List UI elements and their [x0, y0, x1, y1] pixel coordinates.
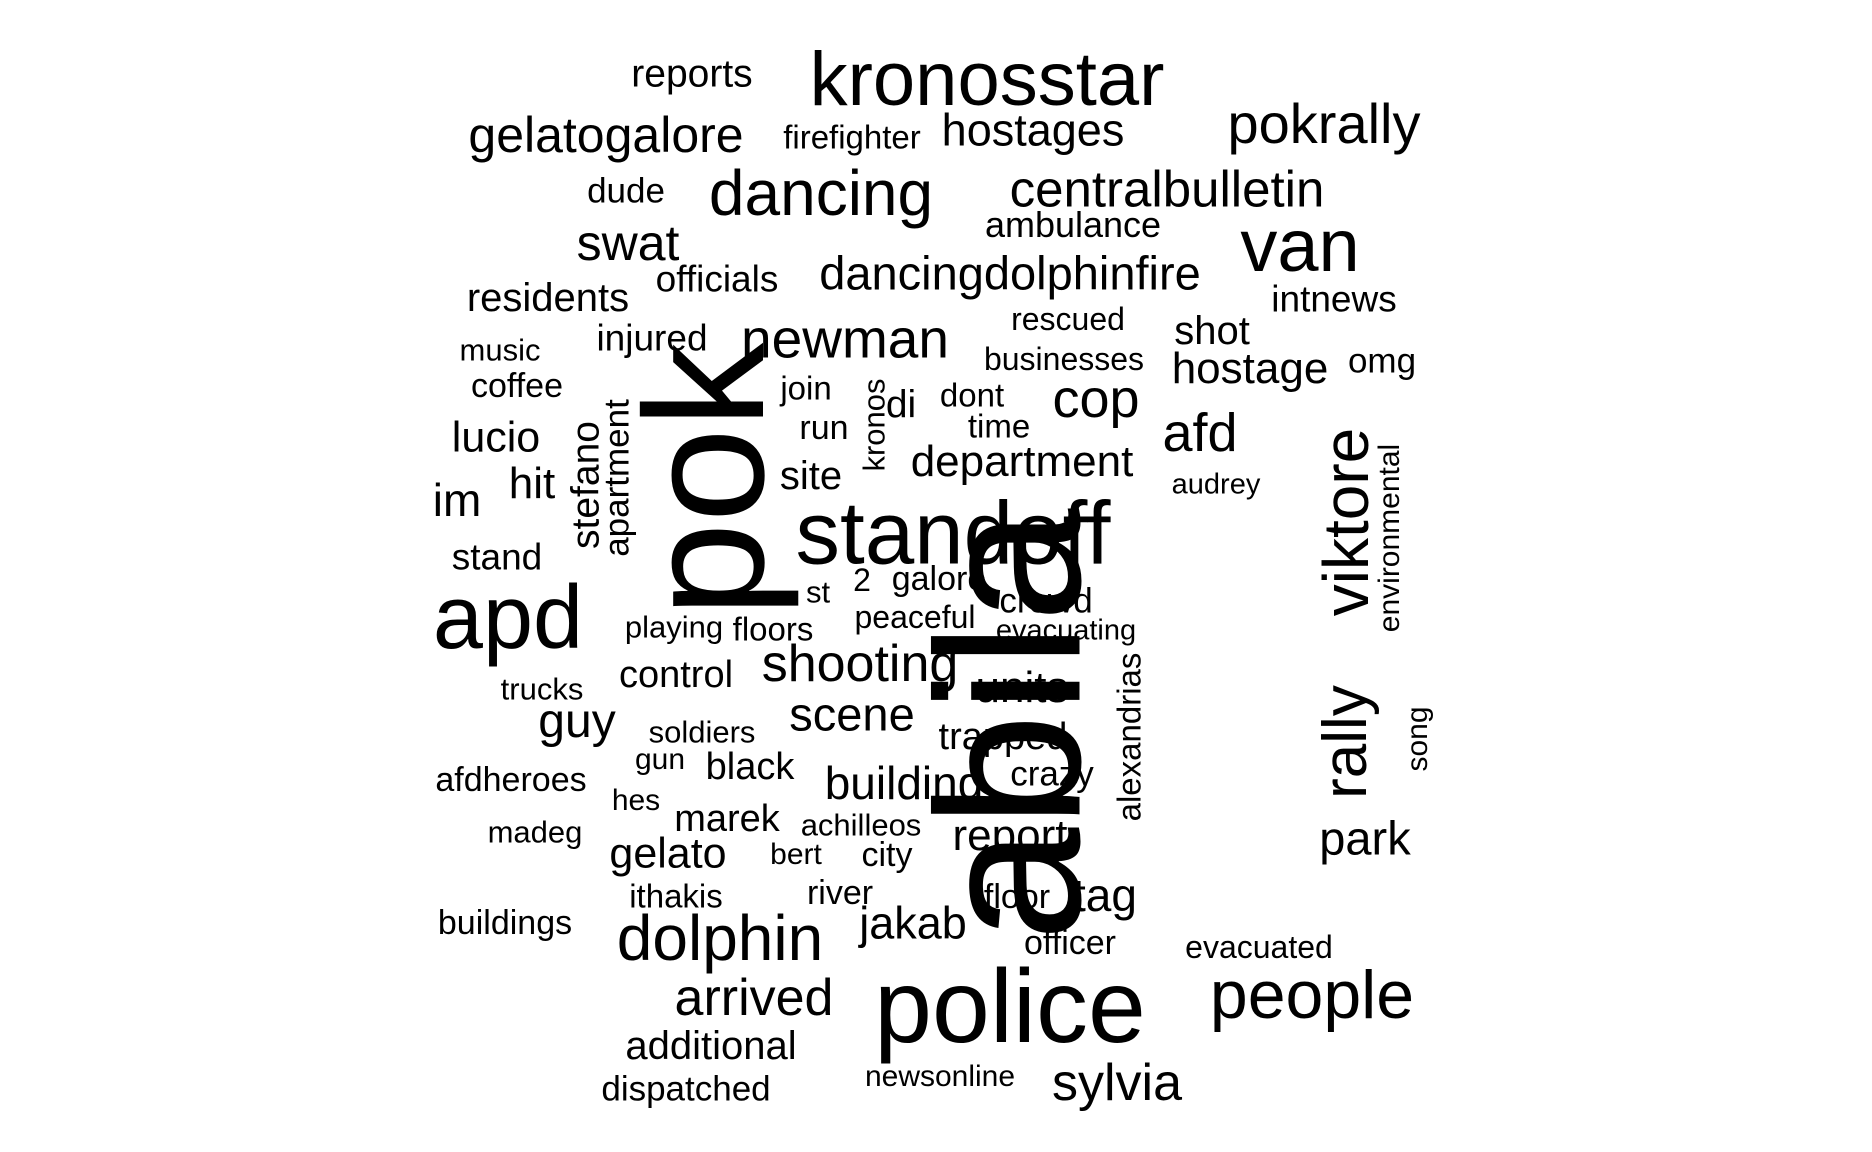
word-ithakis: ithakis [629, 877, 723, 915]
word-im: im [432, 474, 482, 526]
word-trapped: trapped [938, 716, 1068, 758]
word-van: van [1240, 204, 1360, 287]
word-standoff: standoff [795, 482, 1111, 583]
word-afdheroes: afdheroes [435, 761, 587, 799]
word-hes: hes [611, 784, 661, 817]
word-madeg: madeg [487, 814, 583, 850]
word-ambulance: ambulance [984, 204, 1162, 245]
word-people: people [1209, 957, 1415, 1033]
word-join: join [780, 369, 832, 407]
word-additional: additional [625, 1024, 797, 1068]
word-centralbulletin: centralbulletin [1009, 160, 1325, 218]
word-evacuated: evacuated [1185, 929, 1333, 965]
word-marek: marek [674, 798, 780, 840]
word-buildings: buildings [437, 904, 573, 942]
word-pokrally: pokrally [1227, 92, 1421, 155]
word-run: run [799, 409, 849, 447]
word-song: song [1401, 706, 1434, 772]
word-viktore: viktore [1310, 427, 1382, 617]
word-newsonline: newsonline [864, 1060, 1016, 1093]
word-residents: residents [466, 276, 630, 320]
word-st: st [805, 574, 831, 610]
word-scene: scene [789, 687, 915, 741]
word-achilleos: achilleos [800, 807, 922, 843]
word-crazy: crazy [1010, 754, 1094, 794]
word-building: building [824, 757, 984, 809]
word-officer: officer [1024, 924, 1116, 962]
word-newman: newman [741, 307, 949, 370]
word-floor: floor [983, 878, 1051, 916]
word-kronosstar: kronosstar [809, 37, 1165, 122]
word-soldiers: soldiers [648, 714, 756, 750]
word-reports: reports [631, 52, 753, 96]
word-site: site [779, 454, 843, 498]
word-bert: bert [770, 838, 822, 871]
word-river: river [806, 874, 874, 912]
word-park: park [1319, 811, 1411, 865]
word-gun: gun [634, 743, 686, 776]
word-pok: pok [610, 342, 800, 618]
word-gelatogalore: gelatogalore [468, 107, 744, 163]
word-units: units [975, 663, 1069, 712]
word-audrey: audrey [1171, 468, 1261, 501]
word-dancingdolphinfire: dancingdolphinfire [819, 246, 1201, 300]
word-control: control [618, 654, 734, 696]
word-floors: floors [732, 610, 814, 648]
word-tag: tag [1073, 869, 1137, 921]
word-firefighter: firefighter [783, 118, 921, 156]
word-evacuating: evacuating [995, 614, 1137, 647]
word-city: city [861, 836, 913, 874]
word-dolphin: dolphin [616, 902, 824, 974]
word-alexandrias: alexandrias [1110, 652, 1148, 822]
word-arrived: arrived [674, 969, 834, 1027]
word-2: 2 [853, 562, 871, 598]
word-department: department [910, 437, 1134, 486]
word-time: time [967, 407, 1031, 445]
word-environmental: environmental [1373, 443, 1406, 633]
word-report: report [952, 811, 1068, 860]
word-dancing: dancing [708, 157, 934, 229]
word-police: police [874, 949, 1146, 1065]
word-dont: dont [939, 376, 1005, 414]
word-playing: playing [624, 609, 724, 645]
word-gelato: gelato [609, 829, 727, 878]
word-dude: dude [587, 171, 665, 211]
word-rescued: rescued [1011, 301, 1125, 337]
word-cop: cop [1052, 369, 1140, 429]
word-apartment: apartment [597, 399, 637, 557]
word-shot: shot [1174, 309, 1250, 353]
word-lucio: lucio [451, 413, 541, 462]
word-afd: afd [1162, 403, 1238, 463]
word-apd: apd [432, 568, 584, 668]
word-di: di [885, 383, 917, 427]
word-hostages: hostages [941, 104, 1125, 156]
word-shooting: shooting [761, 635, 959, 693]
word-injured: injured [596, 317, 708, 359]
word-stand: stand [451, 536, 543, 578]
word-jakab: jakab [859, 897, 967, 949]
word-omg: omg [1347, 341, 1417, 381]
word-coffee: coffee [470, 367, 564, 405]
word-black: black [705, 746, 795, 788]
word-intnews: intnews [1271, 278, 1397, 320]
word-officials: officials [655, 258, 779, 300]
word-trucks: trucks [500, 671, 584, 707]
word-music: music [459, 332, 541, 368]
word-sylvia: sylvia [1051, 1054, 1183, 1112]
word-businesses: businesses [983, 341, 1145, 377]
word-rally: rally [1311, 685, 1380, 799]
word-galore: galore [891, 560, 987, 598]
word-hostage: hostage [1171, 344, 1329, 393]
word-guy: guy [538, 695, 616, 748]
word-swat: swat [576, 215, 680, 271]
word-peaceful: peaceful [854, 599, 976, 635]
word-hit: hit [508, 459, 556, 508]
word-dispatched: dispatched [601, 1069, 771, 1109]
word-crowd: crowd [999, 581, 1093, 621]
